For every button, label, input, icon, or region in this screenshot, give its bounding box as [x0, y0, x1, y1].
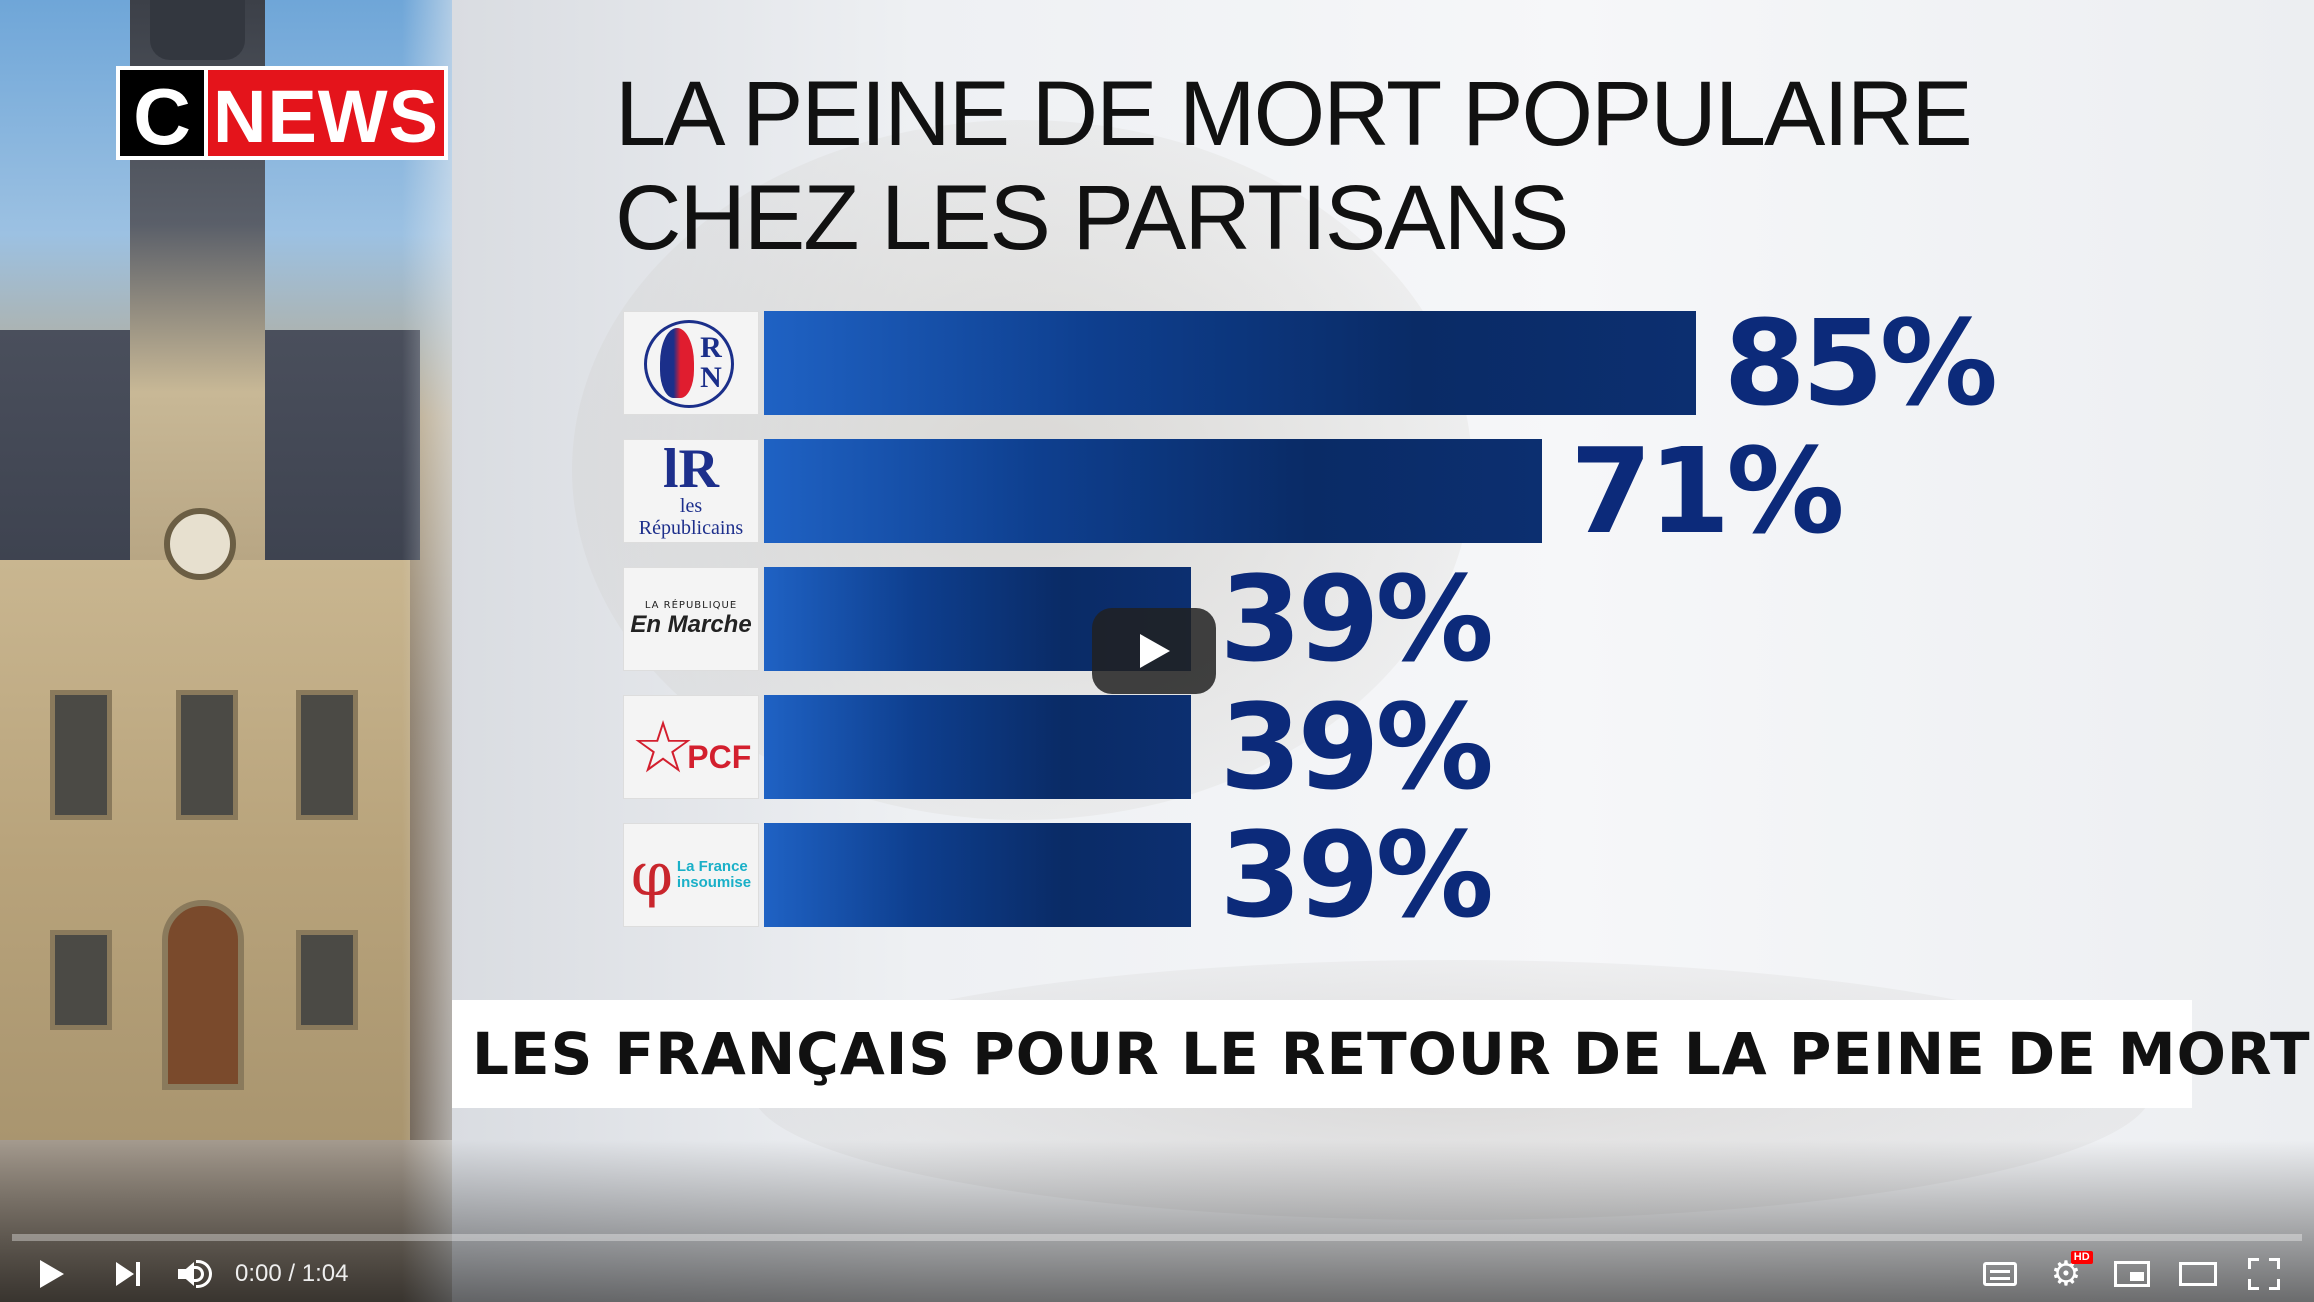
play-icon: [1140, 634, 1170, 668]
bar: [764, 695, 1192, 799]
lr-logo-text: lR les Républicains: [638, 439, 744, 539]
bar-value-label: 71%: [1570, 422, 1844, 560]
pcf-logo: ☆ PCF: [623, 695, 759, 799]
pcf-logo-text: PCF: [687, 738, 752, 775]
background-photo: [0, 0, 452, 1302]
fullscreen-corner: [2269, 1258, 2280, 1269]
cnews-logo: C NEWS: [116, 66, 448, 161]
photo-clock: [164, 508, 236, 580]
bar: [764, 439, 1543, 543]
chart-title-line2: CHEZ LES PARTISANS: [615, 167, 1569, 269]
cnews-logo-news: NEWS: [204, 66, 448, 160]
bar-value-label: 39%: [1219, 806, 1493, 944]
lower-third-banner: LES FRANÇAIS POUR LE RETOUR DE LA PEINE …: [452, 1000, 2310, 1108]
time-display: 0:00 / 1:04: [235, 1260, 349, 1287]
hd-badge: HD: [2070, 1251, 2093, 1264]
photo-window: [296, 690, 358, 820]
lfi-logo-line1: La France: [676, 858, 748, 875]
next-icon-tri: [116, 1262, 134, 1286]
theater-icon: [2179, 1262, 2217, 1286]
photo-door: [162, 900, 244, 1090]
lr-logo-name: Républicains: [638, 517, 744, 539]
fullscreen-button[interactable]: [2236, 1246, 2292, 1302]
big-play-button[interactable]: [1092, 608, 1216, 694]
lr-logo-mark: lR: [663, 439, 719, 500]
settings-icon: ⚙ HD: [2051, 1251, 2093, 1291]
play-icon: [40, 1260, 64, 1288]
lrem-logo-text: LA RÉPUBLIQUE En Marche: [630, 600, 751, 638]
volume-button[interactable]: [166, 1246, 222, 1302]
miniplayer-icon: [2114, 1261, 2150, 1287]
pcf-logo-mark: ☆ PCF: [631, 711, 752, 783]
play-button[interactable]: [24, 1246, 80, 1302]
photo-window: [296, 930, 358, 1030]
france-insoumise-logo: φ La France insoumise: [623, 823, 759, 927]
fullscreen-corner: [2269, 1279, 2280, 1290]
photo-tower-cap: [150, 0, 245, 60]
rn-logo-ring: [644, 320, 734, 408]
bar: [764, 823, 1192, 927]
controls-gradient: [0, 1140, 2314, 1302]
en-marche-logo: LA RÉPUBLIQUE En Marche: [623, 567, 759, 671]
chart-title-line1: LA PEINE DE MORT POPULAIRE: [615, 63, 1973, 165]
photo-window: [50, 930, 112, 1030]
cnews-logo-c: C: [116, 66, 204, 161]
volume-icon-cone: [180, 1262, 194, 1286]
lfi-logo-text: La France insoumise: [677, 859, 751, 891]
theater-button[interactable]: [2170, 1246, 2226, 1302]
photo-window: [50, 690, 112, 820]
next-icon: [116, 1262, 140, 1286]
fullscreen-corner: [2248, 1258, 2259, 1269]
miniplayer-button[interactable]: [2104, 1246, 2160, 1302]
progress-bar[interactable]: [12, 1234, 2302, 1241]
lrem-logo-top: LA RÉPUBLIQUE: [644, 600, 738, 611]
bar-value-label: 85%: [1723, 294, 1998, 432]
photo-window: [176, 690, 238, 820]
bar-value-label: 39%: [1219, 678, 1493, 816]
fullscreen-corner: [2248, 1279, 2259, 1290]
captions-icon: [1983, 1262, 2017, 1286]
lfi-logo-mark: φ La France insoumise: [631, 845, 751, 905]
fullscreen-icon: [2248, 1258, 2280, 1290]
les-republicains-logo: lR les Républicains: [623, 439, 759, 543]
star-icon: ☆: [630, 705, 696, 789]
bar-value-label: 39%: [1219, 550, 1493, 688]
phi-icon: φ: [630, 840, 673, 910]
lower-third-text: LES FRANÇAIS POUR LE RETOUR DE LA PEINE …: [472, 1020, 2311, 1088]
chart-title: LA PEINE DE MORT POPULAIRE CHEZ LES PART…: [615, 62, 1973, 270]
volume-icon-wave: [196, 1260, 212, 1288]
next-button[interactable]: [100, 1246, 156, 1302]
settings-button[interactable]: ⚙ HD: [2038, 1246, 2094, 1302]
lfi-logo-line2: insoumise: [676, 874, 752, 891]
rn-logo: R N: [623, 311, 759, 415]
lr-logo-prefix: les: [679, 495, 703, 517]
captions-button[interactable]: [1972, 1246, 2028, 1302]
volume-icon: [176, 1260, 212, 1288]
photo-shade: [402, 0, 452, 1302]
lrem-logo-main: En Marche: [630, 611, 752, 638]
control-bar: 0:00 / 1:04 ⚙ HD: [0, 1246, 2314, 1302]
bar: [764, 311, 1696, 415]
next-icon-bar: [136, 1262, 140, 1286]
